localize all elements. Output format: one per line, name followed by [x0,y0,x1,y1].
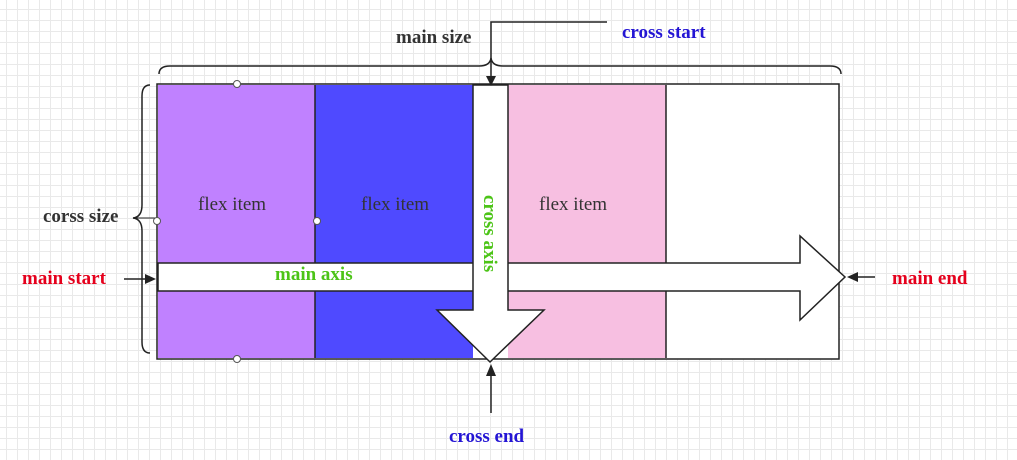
main-start-arrowhead [145,274,156,284]
flex-item-1 [158,85,315,358]
cross-start-pointer [490,21,607,80]
cross-end-label: cross end [449,426,525,447]
main-axis-label: main axis [275,264,353,285]
cross-axis-arrow [435,84,546,364]
cross-axis-label: cross axis [479,195,500,273]
cross-start-arrowhead [486,76,496,86]
flex-item-1-label: flex item [198,194,267,215]
cross-size-brace [132,84,151,354]
handle-dot [313,217,321,225]
cross-end-arrowhead [486,364,496,376]
main-end-label: main end [892,268,968,289]
main-size-label: main size [396,27,472,48]
handle-dot [233,80,241,88]
flex-item-3-label: flex item [539,194,608,215]
handle-dot [153,217,161,225]
handle-dot [233,355,241,363]
main-end-arrowhead [847,272,858,282]
main-start-label: main start [22,268,106,289]
flex-item-2-label: flex item [361,194,430,215]
cross-start-label: cross start [622,22,706,43]
main-size-brace [158,57,842,75]
cross-size-label: corss size [43,206,119,227]
